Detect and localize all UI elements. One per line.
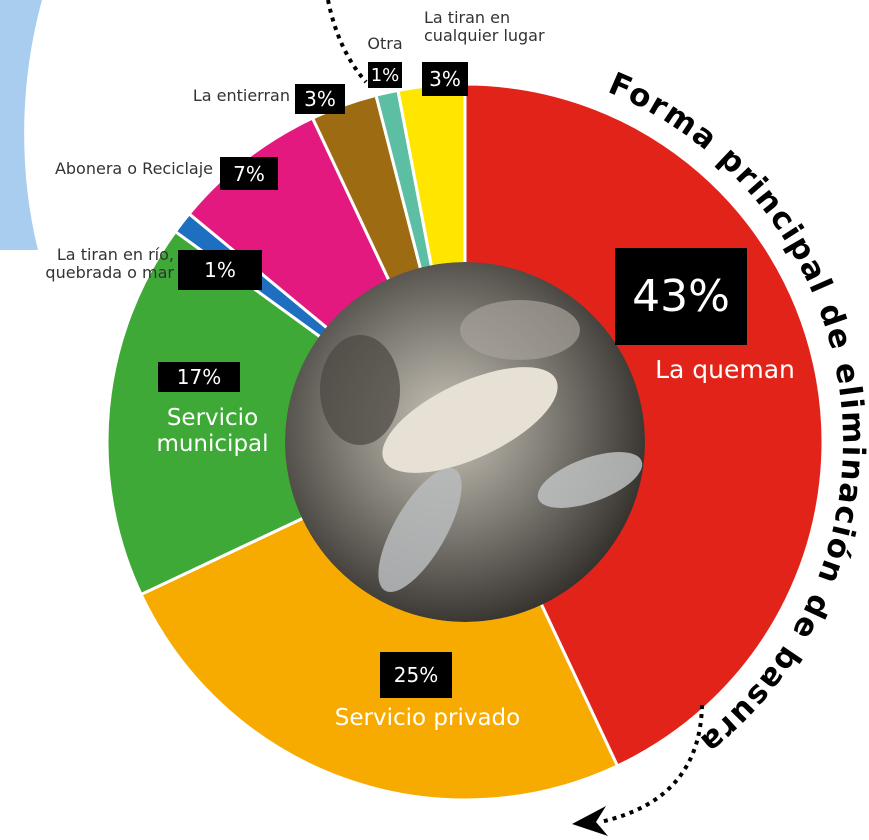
legend-label: La tiran en cualquier lugar bbox=[424, 9, 579, 46]
value-label: 7% bbox=[220, 157, 278, 190]
value-label: 1% bbox=[178, 250, 262, 290]
arrowhead bbox=[572, 806, 608, 836]
value-label: 25% bbox=[380, 652, 452, 698]
legend-label: Servicio municipal bbox=[130, 405, 295, 458]
value-label: 3% bbox=[295, 84, 345, 114]
legend-label: Otra bbox=[355, 35, 415, 53]
infographic: Forma principal de eliminación de basura… bbox=[0, 0, 869, 840]
value-label: 1% bbox=[368, 62, 402, 88]
legend-label: La queman bbox=[640, 356, 810, 385]
legend-label: La tiran en río, quebrada o mar bbox=[0, 246, 174, 283]
value-label: 43% bbox=[615, 248, 747, 345]
legend-label: Servicio privado bbox=[300, 705, 555, 731]
value-label: 3% bbox=[422, 62, 468, 96]
value-label: 17% bbox=[158, 362, 240, 392]
legend-label: Abonera o Reciclaje bbox=[0, 160, 213, 178]
decor-edge bbox=[0, 0, 42, 250]
legend-label: La entierran bbox=[100, 87, 290, 105]
